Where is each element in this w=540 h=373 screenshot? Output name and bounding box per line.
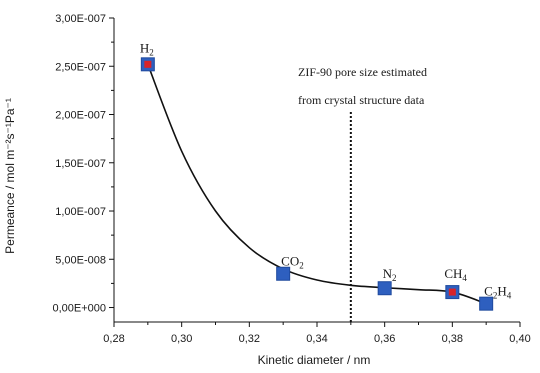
x-tick-label: 0,38: [442, 333, 463, 345]
point-label: CO2: [281, 254, 304, 271]
y-tick-label: 1,00E-007: [55, 206, 106, 218]
y-tick-label: 5,00E-008: [55, 254, 106, 266]
x-tick-label: 0,30: [171, 333, 192, 345]
y-tick-label: 0,00E+000: [52, 303, 106, 315]
x-tick-label: 0,40: [509, 333, 530, 345]
point-label: N2: [383, 266, 397, 283]
x-axis-title: Kinetic diameter / nm: [258, 353, 371, 367]
point-label: C2H4: [484, 284, 512, 301]
data-point-center-mark: [448, 288, 456, 296]
y-tick-label: 1,50E-007: [55, 158, 106, 170]
annotation-line-1: ZIF-90 pore size estimated: [298, 65, 427, 79]
data-point-co2: [276, 266, 291, 281]
data-point-center-mark: [144, 60, 152, 68]
annotation-line-2: from crystal structure data: [298, 93, 425, 107]
x-tick-label: 0,28: [103, 333, 124, 345]
trend-curve: [147, 64, 487, 305]
y-tick-label: 3,00E-007: [55, 13, 106, 25]
data-point-c2: [479, 296, 494, 311]
y-tick-label: 2,00E-007: [55, 110, 106, 122]
x-tick-label: 0,34: [306, 333, 327, 345]
point-label: H2: [140, 40, 154, 57]
point-label: CH4: [444, 266, 467, 283]
y-tick-label: 2,50E-007: [55, 61, 106, 73]
x-tick-label: 0,32: [239, 333, 260, 345]
x-tick-label: 0,36: [374, 333, 395, 345]
data-point-n2: [377, 281, 392, 296]
y-axis-title: Permeance / mol m⁻²s⁻¹Pa⁻¹: [3, 98, 17, 254]
